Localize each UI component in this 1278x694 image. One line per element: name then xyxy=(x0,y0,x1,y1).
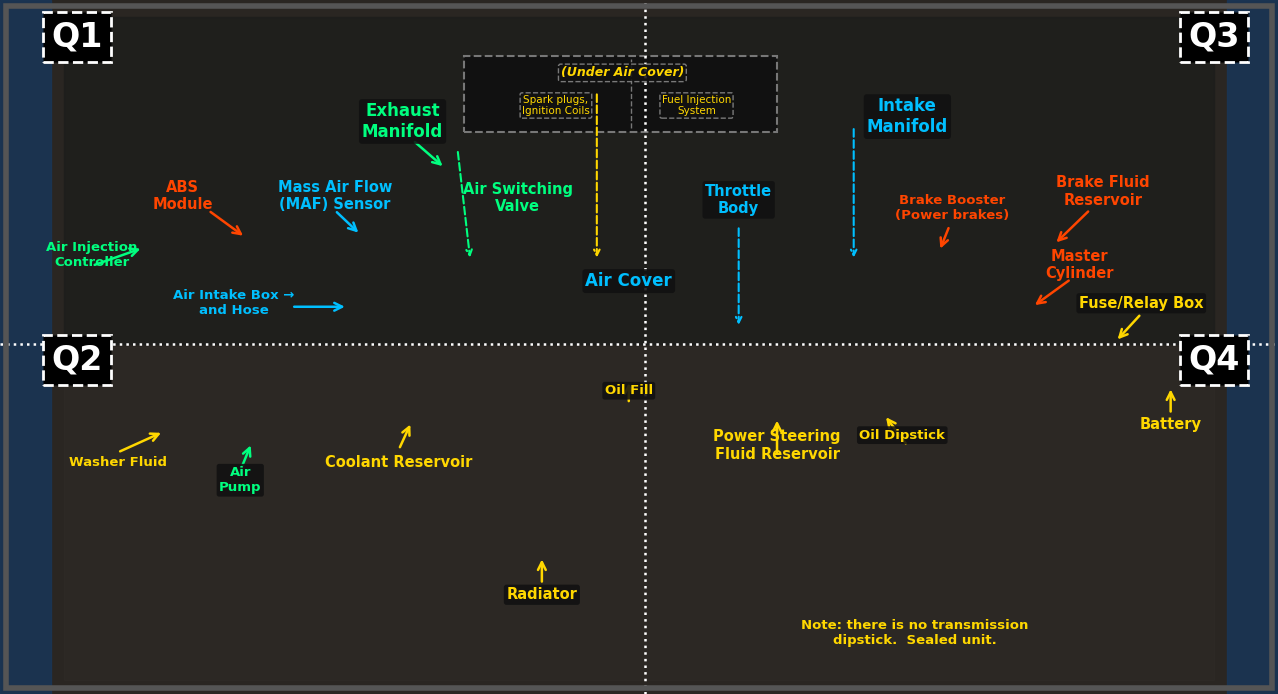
Text: (Under Air Cover): (Under Air Cover) xyxy=(561,67,684,79)
Text: Q1: Q1 xyxy=(51,21,102,54)
Text: Coolant Reservoir: Coolant Reservoir xyxy=(325,455,473,471)
Text: Air Switching
Valve: Air Switching Valve xyxy=(463,182,573,214)
Text: Air Cover: Air Cover xyxy=(585,272,672,290)
Text: Brake Fluid
Reservoir: Brake Fluid Reservoir xyxy=(1056,176,1150,208)
Text: Brake Booster
(Power brakes): Brake Booster (Power brakes) xyxy=(895,194,1010,222)
Text: Intake
Manifold: Intake Manifold xyxy=(866,97,948,136)
Text: Q3: Q3 xyxy=(1189,21,1240,54)
Text: Oil Fill: Oil Fill xyxy=(604,384,653,397)
Text: Air Injection
Controller: Air Injection Controller xyxy=(46,242,138,269)
Text: ABS
Module: ABS Module xyxy=(152,180,213,212)
Text: Air Intake Box →
and Hose: Air Intake Box → and Hose xyxy=(174,289,294,316)
Text: Mass Air Flow
(MAF) Sensor: Mass Air Flow (MAF) Sensor xyxy=(277,180,392,212)
Bar xyxy=(1227,0,1278,694)
Text: Exhaust
Manifold: Exhaust Manifold xyxy=(362,102,443,141)
Text: Power Steering
Fluid Reservoir: Power Steering Fluid Reservoir xyxy=(713,430,841,462)
Bar xyxy=(64,347,1214,680)
Text: Spark plugs,
Ignition Coils: Spark plugs, Ignition Coils xyxy=(521,94,590,117)
Text: Q4: Q4 xyxy=(1189,344,1240,377)
Text: Radiator: Radiator xyxy=(506,587,578,602)
Text: Fuse/Relay Box: Fuse/Relay Box xyxy=(1079,296,1204,311)
Text: Fuel Injection
System: Fuel Injection System xyxy=(662,94,731,117)
Text: Q2: Q2 xyxy=(51,344,102,377)
FancyBboxPatch shape xyxy=(464,56,777,132)
Bar xyxy=(64,17,1214,344)
Text: Air
Pump: Air Pump xyxy=(219,466,262,494)
Text: Note: there is no transmission
dipstick.  Sealed unit.: Note: there is no transmission dipstick.… xyxy=(801,619,1029,647)
Text: Battery: Battery xyxy=(1140,417,1201,432)
Bar xyxy=(0,0,51,694)
Text: Washer Fluid: Washer Fluid xyxy=(69,457,166,469)
Text: Master
Cylinder: Master Cylinder xyxy=(1045,249,1114,281)
Text: Throttle
Body: Throttle Body xyxy=(705,184,772,216)
Text: Oil Dipstick: Oil Dipstick xyxy=(859,429,946,441)
